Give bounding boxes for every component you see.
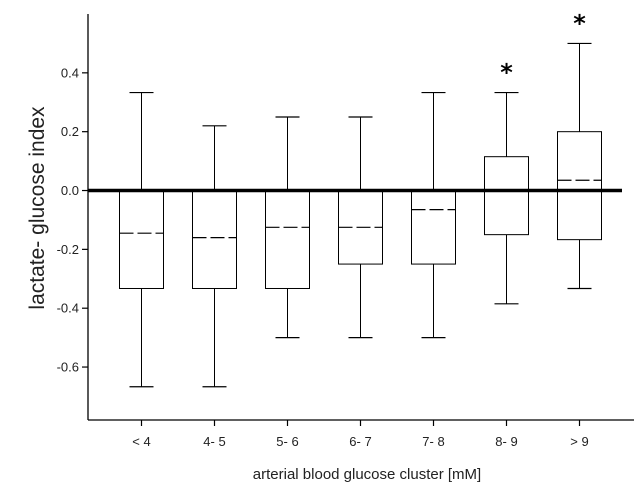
- box-group: [484, 91, 529, 305]
- y-tick-label: -0.2: [57, 242, 79, 257]
- box-iqr: [484, 156, 529, 236]
- box-iqr: [119, 190, 164, 289]
- x-tick-label: 6- 7: [349, 434, 371, 449]
- box-iqr: [265, 190, 310, 289]
- box-group: [338, 116, 383, 339]
- significance-star: *: [573, 9, 586, 37]
- box-iqr: [557, 131, 602, 241]
- boxes: [88, 42, 622, 388]
- x-tick-label: 5- 6: [276, 434, 298, 449]
- y-axis-title: lactate- glucose index: [26, 106, 49, 310]
- x-tick-label: 4- 5: [203, 434, 225, 449]
- box-iqr: [192, 190, 237, 289]
- x-tick-label: 8- 9: [495, 434, 517, 449]
- box-group: [119, 91, 164, 388]
- y-tick-label: -0.4: [57, 301, 79, 316]
- labels: -0.6 -0.4 -0.2 0.0 0.2 0.4 < 4 4- 5 5- 6 6- 7 7- 8…: [57, 9, 589, 449]
- y-tick-label: 0.0: [61, 183, 79, 198]
- x-tick-label: < 4: [132, 434, 150, 449]
- x-tick-label: > 9: [570, 434, 588, 449]
- box-iqr: [411, 190, 456, 265]
- axes: [82, 14, 634, 426]
- y-tick-label: 0.4: [61, 65, 79, 80]
- box-group: [411, 91, 456, 339]
- significance-star: *: [500, 59, 513, 87]
- box-group: [557, 42, 602, 290]
- box-group: [265, 116, 310, 339]
- box-group: [192, 125, 237, 388]
- y-tick-label: 0.2: [61, 124, 79, 139]
- x-tick-label: 7- 8: [422, 434, 444, 449]
- y-tick-label: -0.6: [57, 360, 79, 375]
- x-axis-title: arterial blood glucose cluster [mM]: [253, 466, 481, 483]
